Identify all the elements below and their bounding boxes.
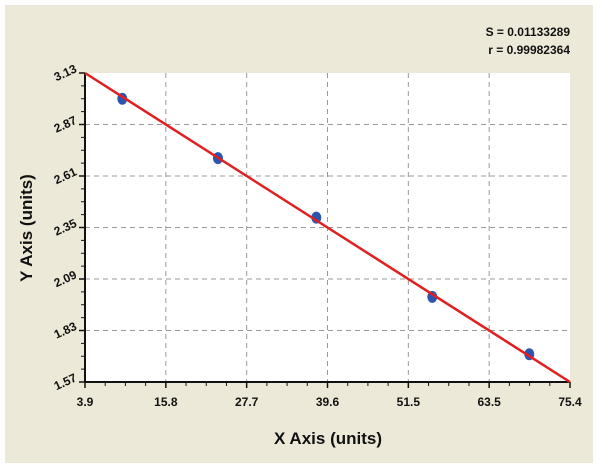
- fit-line: [84, 71, 571, 384]
- x-tick-label: 15.8: [154, 395, 178, 409]
- x-axis-label: X Axis (units): [274, 429, 382, 448]
- x-tick-label: 63.5: [477, 395, 501, 409]
- y-axis-label: Y Axis (units): [17, 174, 36, 282]
- y-tick-label: 1.83: [52, 319, 79, 342]
- x-tick-label: 3.9: [77, 395, 94, 409]
- y-tick-label: 2.61: [52, 164, 79, 187]
- annotation-s: S = 0.01133289: [486, 25, 571, 39]
- y-tick-label: 2.09: [52, 267, 79, 290]
- data-marks: [84, 71, 571, 384]
- axis-ticks: [79, 72, 571, 388]
- x-tick-label: 51.5: [397, 395, 421, 409]
- x-tick-label: 39.6: [316, 395, 340, 409]
- y-tick-label: 2.87: [52, 113, 79, 136]
- y-tick-label: 3.13: [52, 61, 79, 84]
- y-tick-label: 1.57: [52, 370, 79, 393]
- y-tick-label: 2.35: [52, 216, 79, 239]
- annotation-r: r = 0.99982364: [488, 43, 570, 57]
- x-tick-label: 27.7: [235, 395, 259, 409]
- x-tick-label: 75.4: [558, 395, 582, 409]
